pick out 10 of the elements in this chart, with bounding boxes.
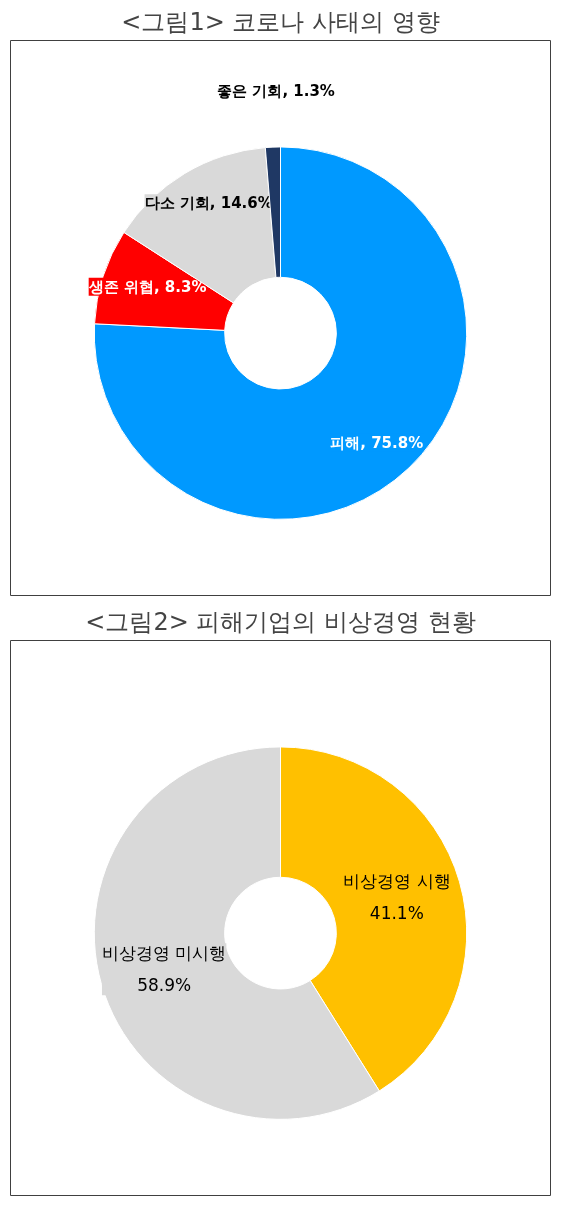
slice-label: 생존 위협, 8.3% (87, 277, 207, 296)
slice-label: 피해, 75.8% (330, 433, 424, 452)
slice-label: 다소 기회, 14.6% (144, 194, 273, 213)
chart-title: <그림2> 피해기업의 비상경영 현황 (85, 607, 476, 636)
data-label: 41.1% (369, 902, 424, 923)
slice-label: 비상경영 시행 (343, 870, 451, 891)
slice-label: 좋은 기회, 1.3% (217, 82, 335, 100)
chart-title: <그림1> 코로나 사태의 영향 (121, 7, 440, 36)
data-label: 58.9% (137, 975, 192, 996)
slice-label: 비상경영 미시행 (101, 943, 227, 964)
